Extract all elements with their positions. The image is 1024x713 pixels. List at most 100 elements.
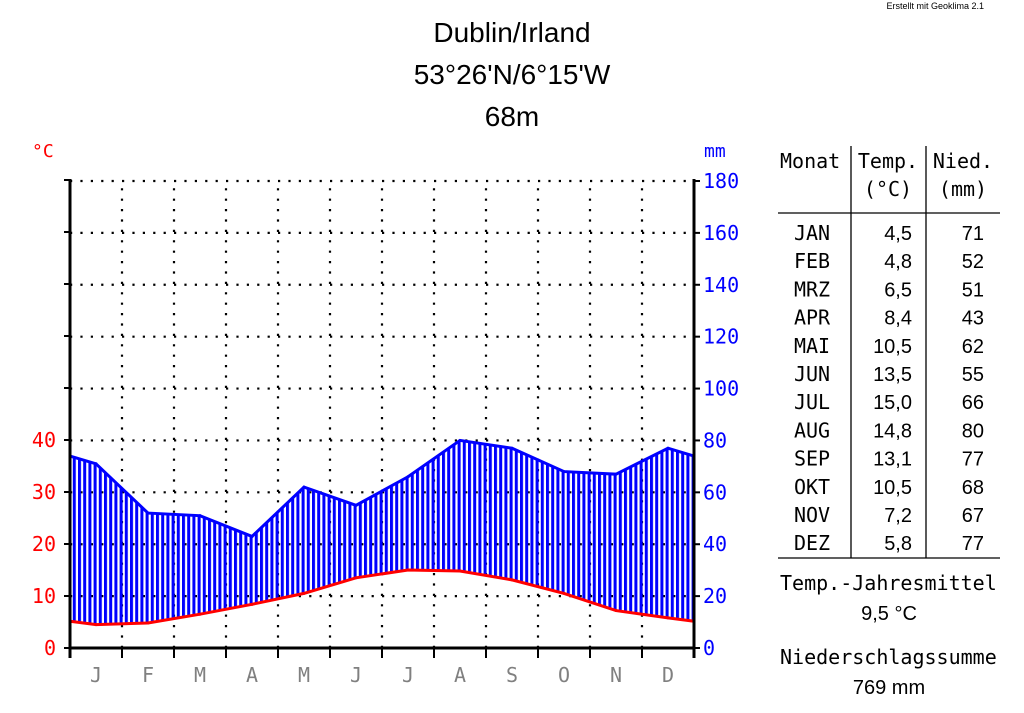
table-cell-precip: 62 <box>962 336 984 358</box>
month-label: J <box>402 663 414 687</box>
month-label: A <box>454 663 466 687</box>
table-cell-month: AUG <box>794 418 830 442</box>
table-cell-month: MRZ <box>794 277 830 301</box>
precipitation-point <box>198 514 202 518</box>
right-tick-label: 0 <box>703 636 715 660</box>
precipitation-point <box>510 446 514 450</box>
table-cell-month: JUN <box>794 362 830 386</box>
table-cell-precip: 71 <box>962 223 984 245</box>
precipitation-point <box>146 511 150 515</box>
table-cell-month: OKT <box>794 475 830 499</box>
month-label: M <box>194 663 206 687</box>
table-cell-temp: 15,0 <box>873 392 912 414</box>
table-cell-precip: 52 <box>962 251 984 273</box>
temperature-point <box>354 576 358 580</box>
left-tick-label: 30 <box>32 480 56 504</box>
temperature-point <box>666 616 670 620</box>
table-cell-temp: 10,5 <box>873 477 912 499</box>
station-name: Dublin/Irland <box>433 17 591 48</box>
table-cell-month: FEB <box>794 249 830 273</box>
precipitation-point <box>666 446 670 450</box>
month-label: S <box>506 663 518 687</box>
precipitation-point <box>562 470 566 474</box>
table-cell-temp: 10,5 <box>873 336 912 358</box>
table-cell-precip: 66 <box>962 392 984 414</box>
table-cell-precip: 68 <box>962 477 984 499</box>
left-tick-label: 20 <box>32 532 56 556</box>
precipitation-point <box>94 462 98 466</box>
temperature-point <box>510 578 514 582</box>
right-tick-label: 100 <box>703 377 739 401</box>
table-cell-month: SEP <box>794 447 830 471</box>
table-cell-precip: 55 <box>962 364 984 386</box>
station-coordinates: 53°26'N/6°15'W <box>413 59 611 90</box>
table-cell-temp: 13,1 <box>873 449 912 471</box>
summary-precip-value: 769 mm <box>853 677 925 699</box>
table-cell-month: NOV <box>794 503 830 527</box>
table-header-month: Monat <box>780 149 840 173</box>
table-cell-temp: 4,8 <box>884 251 912 273</box>
right-tick-label: 20 <box>703 584 727 608</box>
precipitation-point <box>302 485 306 489</box>
right-tick-label: 140 <box>703 273 739 297</box>
summary-temp-label: Temp.-Jahresmittel <box>780 571 997 595</box>
right-tick-label: 60 <box>703 480 727 504</box>
month-label: J <box>350 663 362 687</box>
month-label: M <box>298 663 310 687</box>
right-axis-unit: mm <box>704 141 726 162</box>
table-cell-month: MAI <box>794 334 830 358</box>
left-tick-label: 40 <box>32 428 56 452</box>
table-cell-month: JUL <box>794 390 830 414</box>
table-cell-precip: 77 <box>962 533 984 555</box>
table-cell-precip: 67 <box>962 505 984 527</box>
table-cell-month: DEZ <box>794 531 830 555</box>
precipitation-point <box>250 534 254 538</box>
temperature-point <box>562 591 566 595</box>
temperature-point <box>250 602 254 606</box>
month-label: D <box>662 663 674 687</box>
summary-temp-value: 9,5 °C <box>861 603 917 625</box>
month-label: J <box>90 663 102 687</box>
precipitation-point <box>406 475 410 479</box>
temperature-point <box>406 568 410 572</box>
precipitation-point <box>354 503 358 507</box>
table-cell-temp: 13,5 <box>873 364 912 386</box>
table-cell-precip: 77 <box>962 449 984 471</box>
table-header-temp-unit: (°C) <box>864 177 912 201</box>
table-cell-precip: 43 <box>962 308 984 330</box>
table-cell-month: JAN <box>794 221 830 245</box>
station-elevation: 68m <box>484 101 540 132</box>
table-header-precip-unit: (mm) <box>939 177 987 201</box>
right-tick-label: 180 <box>703 169 739 193</box>
table-cell-month: APR <box>794 306 831 330</box>
month-label: O <box>558 663 570 687</box>
right-tick-label: 40 <box>703 532 727 556</box>
temperature-point <box>146 621 150 625</box>
precipitation-point <box>614 472 618 476</box>
table-cell-precip: 51 <box>962 279 984 301</box>
month-label: A <box>246 663 258 687</box>
precipitation-line <box>69 438 695 539</box>
temperature-point <box>94 623 98 627</box>
summary-precip-label: Niederschlagssumme <box>780 645 997 669</box>
table-cell-temp: 4,5 <box>884 223 912 245</box>
table-header-temp: Temp. <box>858 149 918 173</box>
table-cell-temp: 5,8 <box>884 533 912 555</box>
table-header-precip: Nied. <box>933 149 993 173</box>
left-tick-label: 10 <box>32 584 56 608</box>
right-tick-label: 80 <box>703 428 727 452</box>
table-cell-temp: 6,5 <box>884 279 912 301</box>
right-tick-label: 160 <box>703 221 739 245</box>
table-cell-precip: 80 <box>962 420 984 442</box>
temperature-line <box>69 568 695 627</box>
table-cell-temp: 14,8 <box>873 420 912 442</box>
month-label: N <box>610 663 622 687</box>
table-cell-temp: 8,4 <box>884 308 912 330</box>
left-tick-label: 0 <box>44 636 56 660</box>
left-axis-unit: °C <box>32 141 54 162</box>
temperature-point <box>198 612 202 616</box>
humid-area <box>70 440 694 625</box>
credit-text: Erstellt mit Geoklima 2.1 <box>886 1 984 11</box>
